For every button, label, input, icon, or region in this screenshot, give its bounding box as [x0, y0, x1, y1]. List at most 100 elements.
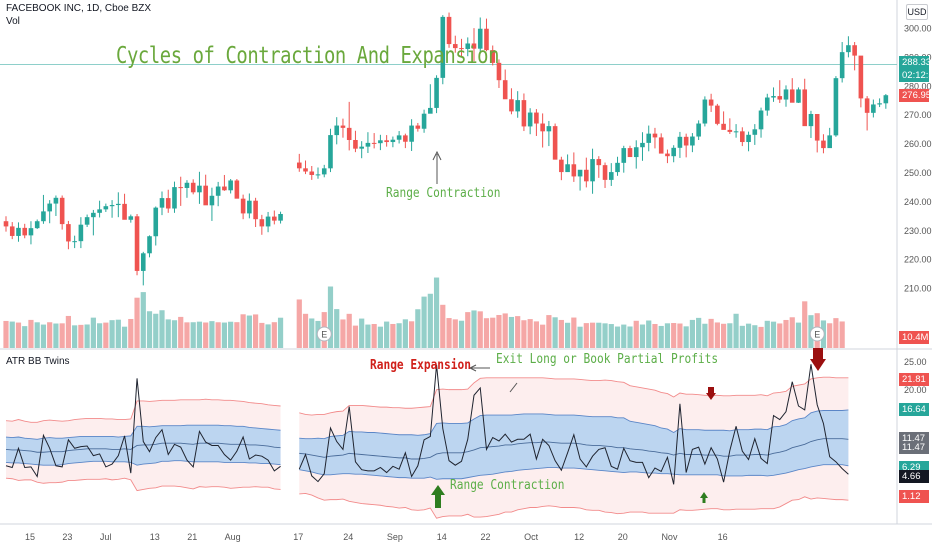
candle-body	[802, 89, 808, 127]
green-up-arrow-icon	[431, 485, 445, 508]
candle-body	[28, 228, 34, 236]
candle-body	[584, 169, 589, 182]
volume-bar	[184, 322, 190, 348]
candle-body	[465, 43, 471, 49]
candle-body	[783, 89, 789, 100]
contraction-pointer	[432, 150, 442, 184]
candle-body	[178, 187, 184, 189]
atr-tick-label: 25.00	[904, 357, 927, 367]
candle-body	[240, 198, 246, 214]
time-axis-label: 14	[437, 532, 447, 542]
candle-body	[190, 182, 196, 193]
volume-bar	[265, 324, 271, 348]
candle-body	[452, 44, 458, 49]
volume-bar	[608, 324, 614, 348]
candle-body	[253, 200, 258, 220]
candle-body	[871, 104, 876, 113]
candle-body	[565, 164, 570, 173]
volume-bar	[589, 322, 596, 348]
volume-bar	[802, 301, 808, 348]
candle-body	[471, 43, 477, 49]
candle-body	[571, 164, 577, 177]
candle-body	[883, 95, 889, 104]
volume-bar	[527, 319, 533, 348]
volume-label[interactable]: Vol	[6, 16, 20, 27]
candle-body	[777, 96, 783, 100]
time-axis-label: 13	[150, 532, 160, 542]
time-axis-label: 23	[62, 532, 72, 542]
candle-body	[328, 135, 333, 169]
volume-bar	[159, 310, 165, 348]
candle-body	[421, 113, 427, 129]
inner-upper-band	[299, 409, 849, 440]
price-tick-label: 210.00	[904, 284, 932, 294]
volume-bar	[115, 319, 121, 348]
candle-body	[677, 136, 683, 148]
volume-bar	[515, 316, 521, 348]
candle-body	[877, 103, 882, 105]
time-axis-label: Jul	[100, 532, 112, 542]
candle-body	[821, 140, 826, 149]
candle-body	[658, 137, 664, 154]
candle-body	[3, 221, 9, 227]
earnings-marker	[809, 326, 825, 342]
candle-body	[215, 186, 221, 196]
candle-body	[671, 147, 676, 157]
candle-body	[140, 253, 146, 271]
volume-bar	[34, 322, 40, 348]
indicator-title[interactable]: ATR BB Twins	[6, 356, 70, 367]
candle-body	[864, 98, 870, 113]
volume-bar	[78, 324, 84, 348]
earnings-marker	[316, 326, 332, 342]
annotation-range-contraction-bottom: Range Contraction	[450, 478, 565, 493]
volume-bar	[234, 322, 240, 348]
volume-bar	[97, 323, 103, 348]
volume-bar	[103, 322, 109, 348]
volume-bar	[770, 321, 777, 348]
candle-body	[384, 140, 389, 143]
volume-bar	[28, 319, 34, 348]
volume-bar	[490, 317, 496, 348]
candle-body	[109, 205, 115, 207]
volume-bar	[171, 320, 178, 348]
red-small-down-arrow-icon	[706, 387, 716, 400]
candle-body	[165, 198, 171, 209]
candle-body	[534, 112, 539, 124]
earnings-marker-label: E	[814, 330, 820, 340]
currency-badge[interactable]: USD	[906, 4, 928, 20]
candle-body	[228, 180, 233, 191]
candle-body	[334, 125, 340, 136]
candle-body	[153, 207, 159, 237]
volume-bar	[546, 315, 552, 348]
candle-body	[340, 125, 346, 128]
candle-body	[552, 126, 558, 160]
candle-body	[446, 16, 452, 45]
volume-bar	[496, 314, 502, 348]
volume-bar	[3, 320, 9, 348]
annotation-exit-long: Exit Long or Book Partial Profits	[496, 352, 719, 367]
volume-bar	[240, 314, 246, 348]
volume-bar	[72, 325, 78, 348]
volume-bar	[465, 312, 471, 348]
outer-upper-band	[299, 376, 849, 416]
candle-body	[459, 48, 464, 50]
volume-bar	[833, 318, 839, 348]
symbol-title[interactable]: FACEBOOK INC, 1D, Cboe BZX	[6, 3, 152, 14]
candle-body	[477, 28, 483, 49]
candle-body	[434, 77, 439, 108]
candle-body	[590, 159, 595, 182]
price-tick-label: 260.00	[904, 139, 932, 149]
atr-tag: 16.64	[899, 402, 929, 416]
volume-bar	[371, 323, 377, 348]
candle-body	[702, 99, 708, 124]
volume-bar	[421, 296, 427, 348]
price-tick-label: 220.00	[904, 255, 932, 265]
volume-bar	[340, 319, 346, 348]
volume-bar	[764, 320, 770, 348]
volume-bar	[577, 326, 583, 348]
volume-bar	[65, 315, 71, 348]
candle-body	[727, 129, 733, 132]
volume-bar	[596, 322, 602, 348]
